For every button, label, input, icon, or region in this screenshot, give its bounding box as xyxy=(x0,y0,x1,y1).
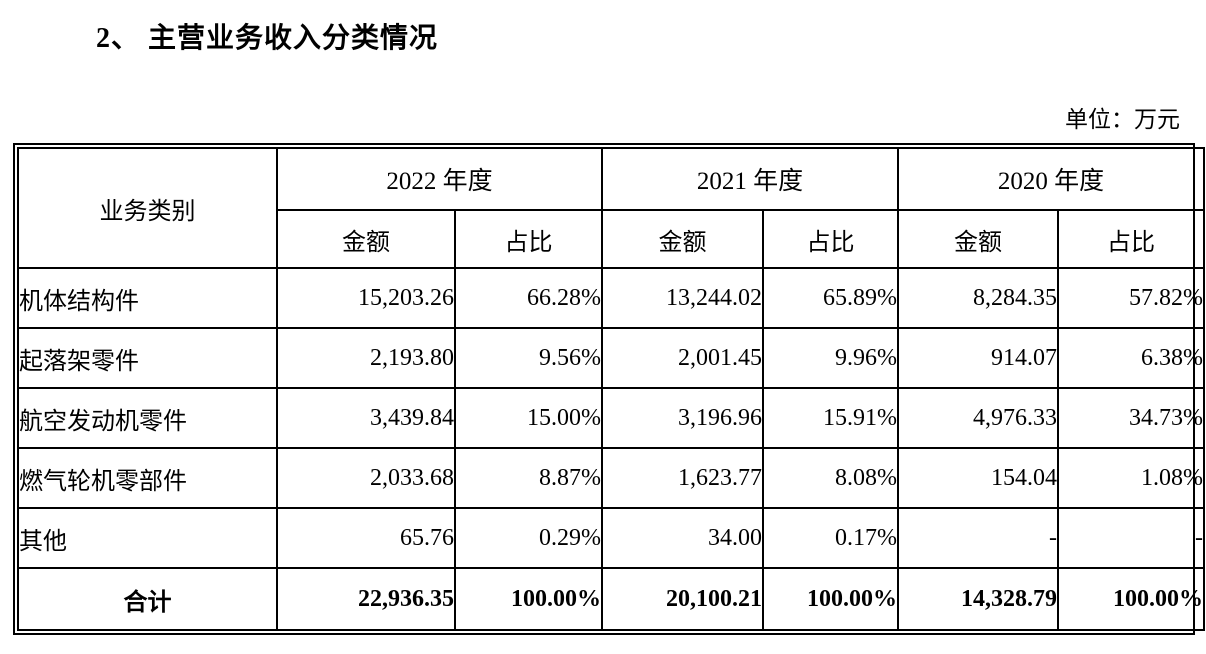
revenue-table: 业务类别 2022 年度 2021 年度 2020 年度 金额 占比 金额 占比… xyxy=(17,147,1206,631)
value-cell: 34.00 xyxy=(601,507,765,569)
value-cell: 8,284.35 xyxy=(897,267,1060,329)
value-cell: 100.00% xyxy=(762,567,900,631)
table-row: 机体结构件 15,203.26 66.28% 13,244.02 65.89% 8,28… xyxy=(17,267,1206,329)
table-row: 航空发动机零件 3,439.84 15.00% 3,196.96 15.91% 4,97… xyxy=(17,387,1206,449)
column-header-year-2020: 2020 年度 xyxy=(897,147,1206,211)
value-cell: 15.91% xyxy=(762,387,900,449)
value-cell: 0.17% xyxy=(762,507,900,569)
revenue-table-frame: 业务类别 2022 年度 2021 年度 2020 年度 金额 占比 金额 占比… xyxy=(13,143,1206,635)
table-row: 其他 65.76 0.29% 34.00 0.17% - - xyxy=(17,507,1206,569)
header-sub-row: 金额 占比 金额 占比 金额 占比 xyxy=(18,209,1206,269)
value-cell: 22,936.35 xyxy=(276,567,456,631)
value-cell: - xyxy=(897,507,1060,569)
value-cell: 2,033.68 xyxy=(276,447,456,509)
value-cell: 100.00% xyxy=(453,567,604,631)
value-cell: 2,001.45 xyxy=(601,327,765,389)
header-year-row: 业务类别 2022 年度 2021 年度 2020 年度 xyxy=(17,147,1206,269)
value-cell: 57.82% xyxy=(1057,267,1206,329)
column-header-ratio-2022: 占比 xyxy=(453,209,604,269)
column-header-amount-2020: 金额 xyxy=(897,209,1060,269)
category-cell: 起落架零件 xyxy=(17,327,278,389)
category-cell: 其他 xyxy=(17,507,278,569)
value-cell: 2,193.80 xyxy=(276,327,456,389)
value-cell: 65.89% xyxy=(762,267,900,329)
value-cell: 20,100.21 xyxy=(601,567,765,631)
value-cell: - xyxy=(1057,507,1206,569)
value-cell: 914.07 xyxy=(897,327,1060,389)
value-cell: 6.38% xyxy=(1057,327,1206,389)
table-row: 起落架零件 2,193.80 9.56% 2,001.45 9.96% 914.07 6.… xyxy=(17,327,1206,389)
value-cell: 154.04 xyxy=(897,447,1060,509)
category-cell: 合计 xyxy=(17,567,278,631)
value-cell: 15.00% xyxy=(453,387,604,449)
value-cell: 8.08% xyxy=(762,447,900,509)
value-cell: 9.96% xyxy=(762,327,900,389)
value-cell: 4,976.33 xyxy=(897,387,1060,449)
value-cell: 0.29% xyxy=(453,507,604,569)
value-cell: 8.87% xyxy=(453,447,604,509)
table-row: 燃气轮机零部件 2,033.68 8.87% 1,623.77 8.08% 154.04… xyxy=(17,447,1206,509)
column-header-year-2022: 2022 年度 xyxy=(275,147,604,211)
value-cell: 1.08% xyxy=(1057,447,1206,509)
table-total-row: 合计 22,936.35 100.00% 20,100.21 100.00% 14,32… xyxy=(17,567,1206,631)
value-cell: 3,439.84 xyxy=(276,387,456,449)
column-header-amount-2022: 金额 xyxy=(276,209,456,269)
table-body: 机体结构件 15,203.26 66.28% 13,244.02 65.89% 8,28… xyxy=(17,267,1206,631)
value-cell: 13,244.02 xyxy=(601,267,765,329)
category-cell: 航空发动机零件 xyxy=(17,387,278,449)
column-header-year-2021: 2021 年度 xyxy=(601,147,900,211)
column-header-amount-2021: 金额 xyxy=(601,209,765,269)
column-header-category: 业务类别 xyxy=(17,147,278,269)
section-title: 2、 主营业务收入分类情况 xyxy=(96,23,439,54)
category-cell: 机体结构件 xyxy=(17,267,278,329)
value-cell: 66.28% xyxy=(453,267,604,329)
value-cell: 14,328.79 xyxy=(897,567,1060,631)
table-header: 业务类别 2022 年度 2021 年度 2020 年度 金额 占比 金额 占比… xyxy=(17,147,1206,269)
value-cell: 3,196.96 xyxy=(601,387,765,449)
unit-label: 单位：万元 xyxy=(1065,107,1180,132)
category-cell: 燃气轮机零部件 xyxy=(17,447,278,509)
value-cell: 1,623.77 xyxy=(601,447,765,509)
value-cell: 65.76 xyxy=(276,507,456,569)
value-cell: 34.73% xyxy=(1057,387,1206,449)
value-cell: 15,203.26 xyxy=(276,267,456,329)
value-cell: 100.00% xyxy=(1057,567,1206,631)
column-header-ratio-2021: 占比 xyxy=(762,209,900,269)
value-cell: 9.56% xyxy=(453,327,604,389)
column-header-ratio-2020: 占比 xyxy=(1057,209,1206,269)
